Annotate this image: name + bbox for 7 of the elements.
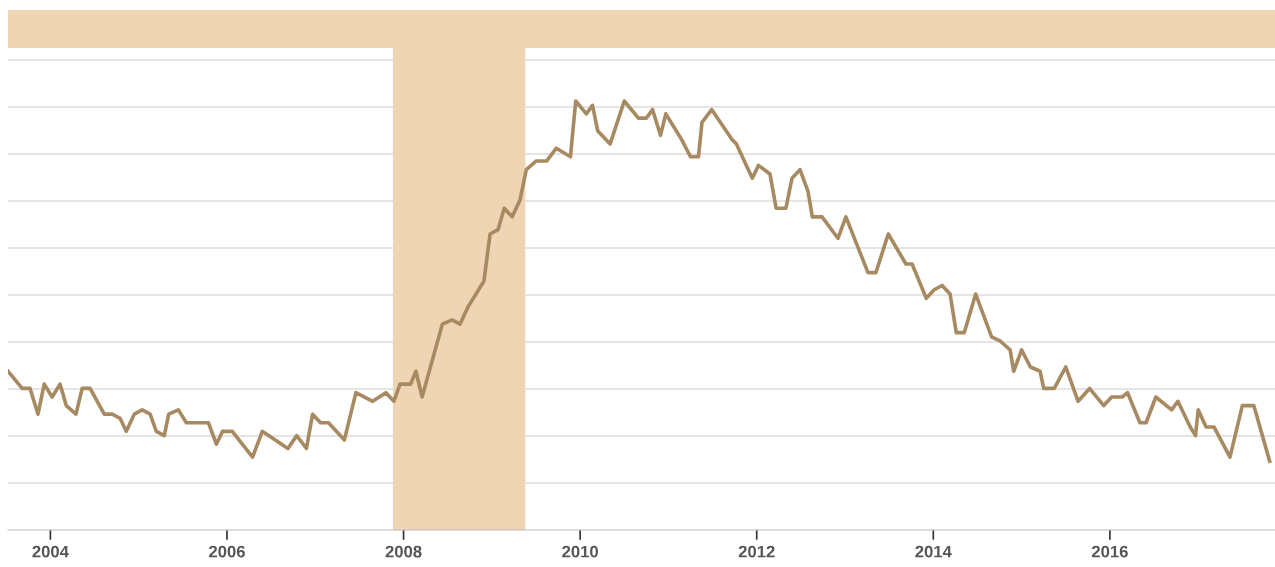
x-tick-label: 2010 [562,545,598,558]
x-tick-label: 2004 [32,545,69,558]
x-tick-label: 2006 [209,545,245,558]
x-tick-label: 2012 [738,545,775,558]
x-tick-label: 2008 [385,545,422,558]
x-tick-label: 2014 [915,545,952,558]
x-tick-label: 2016 [1091,545,1128,558]
